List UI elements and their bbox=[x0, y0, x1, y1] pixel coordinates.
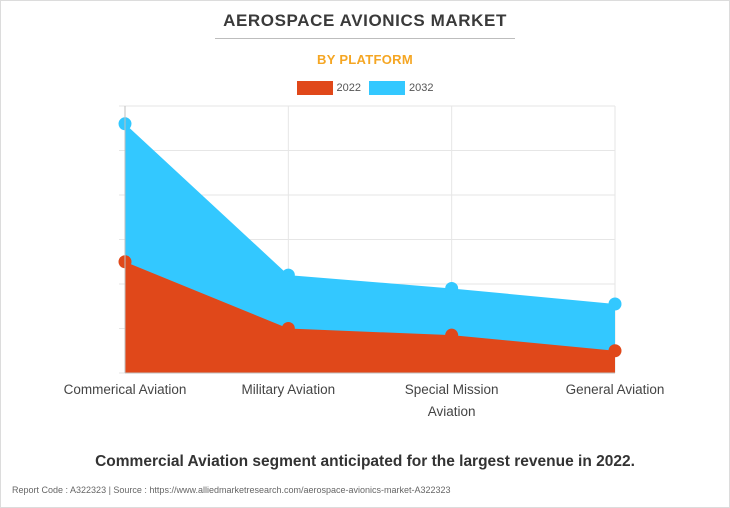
legend: 2022 2032 bbox=[0, 81, 730, 95]
x-tick-label-general-aviation: General Aviation bbox=[565, 382, 665, 397]
source-footer: Report Code : A322323 | Source : https:/… bbox=[12, 485, 451, 495]
legend-item-2022[interactable]: 2022 bbox=[296, 81, 361, 95]
chart-caption: Commercial Aviation segment anticipated … bbox=[95, 453, 635, 470]
legend-item-2032[interactable]: 2032 bbox=[369, 81, 433, 95]
x-tick-label-special-mission-aviation: Special Mission Aviation bbox=[404, 382, 499, 419]
data-point-2032-2 bbox=[445, 281, 459, 295]
x-tick-label-military-aviation: Military Aviation bbox=[241, 382, 336, 397]
area-series-2032 bbox=[125, 123, 615, 373]
legend-swatch-2022 bbox=[296, 81, 333, 95]
area-series-2022 bbox=[125, 261, 615, 373]
data-point-2032-1 bbox=[281, 268, 295, 282]
data-point-2022-3 bbox=[608, 344, 622, 358]
legend-label-2022: 2022 bbox=[336, 82, 361, 94]
legend-label-2032: 2032 bbox=[409, 82, 434, 94]
chart-title: AEROSPACE AVIONICS MARKET bbox=[223, 11, 507, 30]
x-tick-label-commercial-aviation: Commerical Aviation bbox=[63, 382, 187, 397]
title-divider bbox=[215, 38, 515, 39]
series-areas bbox=[125, 123, 615, 373]
chart-subtitle: BY PLATFORM bbox=[317, 52, 413, 67]
data-point-2022-1 bbox=[281, 322, 295, 335]
legend-swatch-2032 bbox=[369, 81, 405, 95]
data-point-2032-3 bbox=[608, 297, 622, 311]
data-point-2022-2 bbox=[445, 328, 459, 342]
